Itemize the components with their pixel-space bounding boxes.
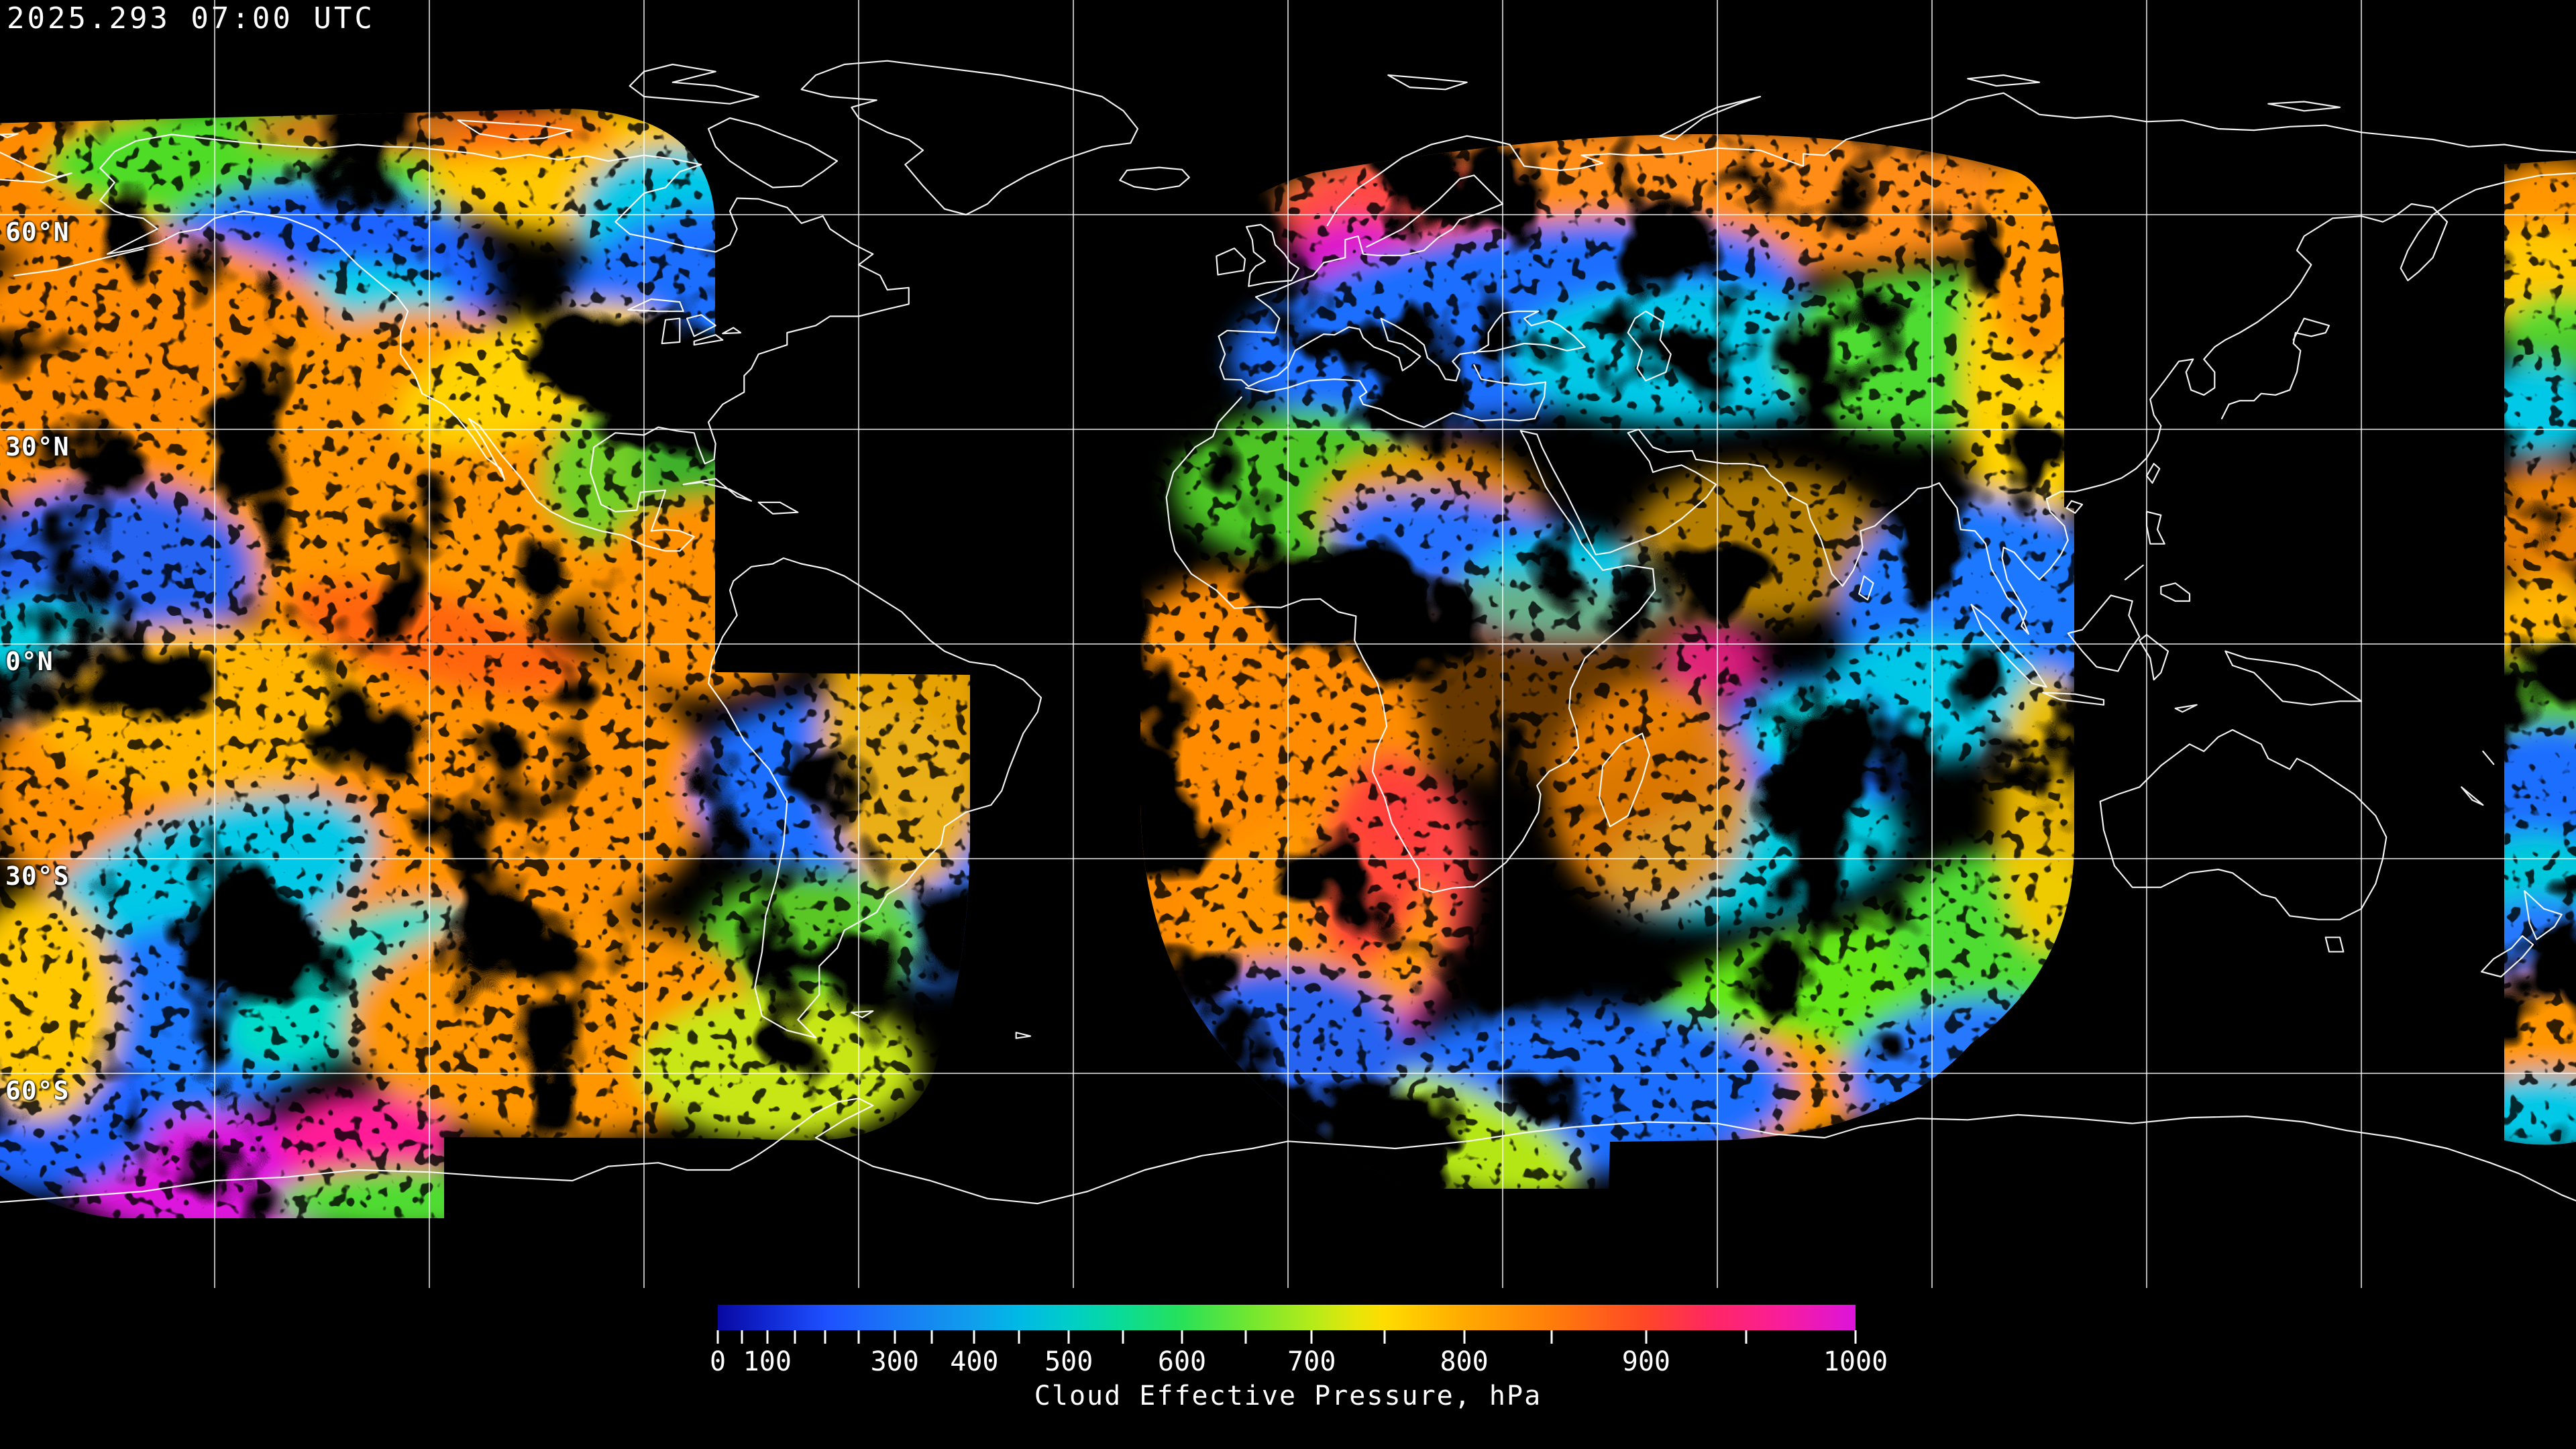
- graticule: [0, 0, 2576, 1288]
- latitude-label-0n: 0°N: [5, 647, 54, 676]
- colorbar-tick-1000: [1854, 1330, 1857, 1344]
- colorbar-tick-750: [1383, 1330, 1386, 1344]
- colorbar-tick-label-500: 500: [1044, 1346, 1093, 1377]
- colorbar-tick-label-100: 100: [743, 1346, 792, 1377]
- colorbar-tick-250: [857, 1330, 860, 1344]
- colorbar-tick-450: [1018, 1330, 1020, 1344]
- colorbar-tick-650: [1244, 1330, 1247, 1344]
- latitude-label-30s: 30°S: [5, 861, 70, 891]
- colorbar-tick-950: [1745, 1330, 1748, 1344]
- colorbar-tick-600: [1181, 1330, 1183, 1344]
- colorbar-tick-label-900: 900: [1621, 1346, 1671, 1377]
- colorbar-tick-label-0: 0: [709, 1346, 727, 1377]
- colorbar-title: Cloud Effective Pressure, hPa: [1034, 1381, 1542, 1411]
- latitude-label-60s: 60°S: [5, 1076, 70, 1106]
- latitude-label-30n: 30°N: [5, 432, 70, 462]
- coastlines: [0, 60, 2576, 1205]
- colorbar-tick-550: [1122, 1330, 1124, 1344]
- colorbar-tick-500: [1067, 1330, 1070, 1344]
- colorbar-tick-label-300: 300: [870, 1346, 919, 1377]
- colorbar-gradient: [718, 1305, 1856, 1330]
- colorbar-tick-label-700: 700: [1287, 1346, 1336, 1377]
- colorbar-tick-label-800: 800: [1440, 1346, 1489, 1377]
- colorbar-tick-100: [766, 1330, 769, 1344]
- colorbar: 0 100 300 400 500 600 700 800 900 1000: [710, 1305, 1888, 1412]
- colorbar-tick-150: [794, 1330, 796, 1344]
- colorbar-tick-label-1000: 1000: [1823, 1346, 1888, 1377]
- colorbar-tick-800: [1463, 1330, 1466, 1344]
- colorbar-tick-900: [1645, 1330, 1648, 1344]
- data-swath-R: [2504, 160, 2576, 1145]
- latitude-label-60n: 60°N: [5, 217, 70, 247]
- timestamp: 2025.293 07:00 UTC: [7, 1, 375, 36]
- colorbar-tick-200: [824, 1330, 826, 1344]
- colorbar-tick-350: [930, 1330, 933, 1344]
- colorbar-tick-400: [973, 1330, 975, 1344]
- colorbar-tick-300: [894, 1330, 896, 1344]
- colorbar-tick-850: [1550, 1330, 1553, 1344]
- colorbar-tick-700: [1310, 1330, 1313, 1344]
- colorbar-tick-50: [741, 1330, 743, 1344]
- colorbar-tick-label-400: 400: [950, 1346, 999, 1377]
- colorbar-tick-0: [716, 1330, 719, 1344]
- colorbar-tick-label-600: 600: [1157, 1346, 1207, 1377]
